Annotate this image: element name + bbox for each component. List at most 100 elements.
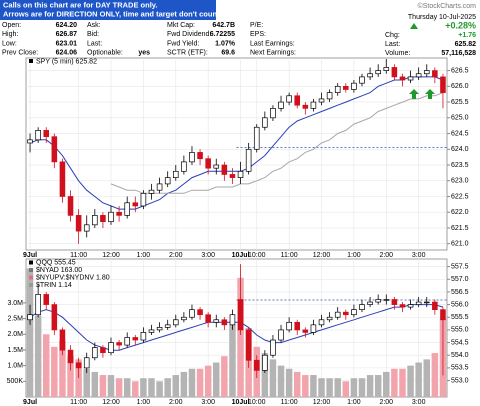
candle-body [197,152,203,160]
legend-label: SPY (5 min) 625.82 [36,58,97,65]
candle-body [253,126,260,150]
candle-body [132,337,139,341]
candle-body [205,158,211,169]
quote-value: yes [138,50,150,57]
candle-body [399,76,406,81]
volume-bar [140,378,147,397]
candle-body [140,192,147,207]
candle-body [310,101,317,109]
x-tick-label: 11:00 [70,399,87,406]
volume-bar [423,359,430,397]
candle-body [415,73,422,78]
volume-bar [237,277,244,397]
candle-body [189,309,195,318]
candle-body [367,301,373,305]
y-tick-label: 622.0 [451,209,469,216]
quote-label: Low: [2,40,17,47]
volume-bar [91,371,99,397]
candle-body [173,170,179,178]
candle-body [197,309,203,316]
x-tick-label: 3:00 [201,399,215,406]
x-tick-label: 9Jul [23,399,37,406]
quote-label: Optionable: [87,50,123,57]
quote-value: 623.01 [56,40,78,47]
candle-body [245,148,252,172]
quote-label: EPS: [250,31,266,38]
notice-line: Arrows are for DIRECTION ONLY, time and … [3,9,222,18]
candle-body [351,82,357,90]
volume-bar [221,356,228,397]
quote-label: Last: [385,41,400,48]
volume-bar [51,346,58,397]
volume-bar [75,359,82,397]
volume-bar [302,375,309,397]
candle-body [245,329,252,361]
candle-body [92,347,98,359]
candle-body [27,314,33,321]
plot-frame [25,57,448,251]
y-tick-label: 556.5 [451,289,469,296]
moving-average [29,76,444,210]
candle-body [148,189,155,194]
volume-bar [358,378,366,397]
candle-body [343,85,349,90]
quote-label: Fwd Yield: [167,40,199,47]
candle-body [108,342,114,354]
candle-body [270,339,276,356]
candle-body [359,76,365,84]
candle-body [229,174,236,178]
x-tick-label: 11:00 [281,399,298,406]
candle-body [286,95,292,103]
x-tick-label: 10Jul [232,399,250,406]
legend-swatch [29,268,33,272]
y-tick-label: 557.5 [451,263,469,270]
quote-value: 642.7B [212,22,235,29]
candle-body [116,342,122,346]
candle-body [407,304,414,308]
candle-body [189,152,195,163]
candle-body [75,362,82,369]
candle-body [43,130,50,138]
volume-tick-label: 1.5M [7,347,23,354]
y-tick-label: 553.0 [451,377,469,384]
candle-body [181,316,187,321]
x-tick-label: 2:00 [379,252,393,259]
volume-bar [366,375,374,397]
volume-bar [43,334,50,397]
candle-body [156,183,163,191]
volume-tick-label: 2.0M [7,331,23,338]
candle-body [310,324,317,333]
volume-bar [115,378,123,397]
volume-bar [67,356,74,397]
volume-bar [34,315,42,397]
volume-bar [172,375,180,397]
y-tick-label: 624.5 [451,130,469,137]
quote-label: P/E: [250,22,263,29]
candle-body [440,76,446,93]
y-tick-label: 554.0 [451,352,469,359]
volume-tick-label: 3.0M [7,300,23,307]
candle-body [278,101,284,109]
y-tick-label: 626.0 [451,83,469,90]
candle-body [35,294,41,316]
direction-arrows [409,89,435,99]
volume-bar [180,371,188,397]
x-tick-label: 1:00 [137,252,151,259]
quote-label: Ask: [87,22,101,29]
volume-bar [229,324,236,397]
volume-bar [342,381,350,397]
candle-body [83,357,90,369]
moving-average [110,92,444,194]
candle-body [75,215,82,232]
volume-bar [188,368,196,397]
x-tick-label: 10Jul [232,252,250,259]
y-tick-label: 625.0 [451,115,469,122]
quote-label: Bid: [87,31,99,38]
volume-bar [99,375,107,397]
candle-body [343,311,349,316]
candle-body [432,301,438,310]
candle-body [213,164,220,169]
legend-label: QQQ 555.45 [36,259,76,266]
candle-body [286,321,292,331]
